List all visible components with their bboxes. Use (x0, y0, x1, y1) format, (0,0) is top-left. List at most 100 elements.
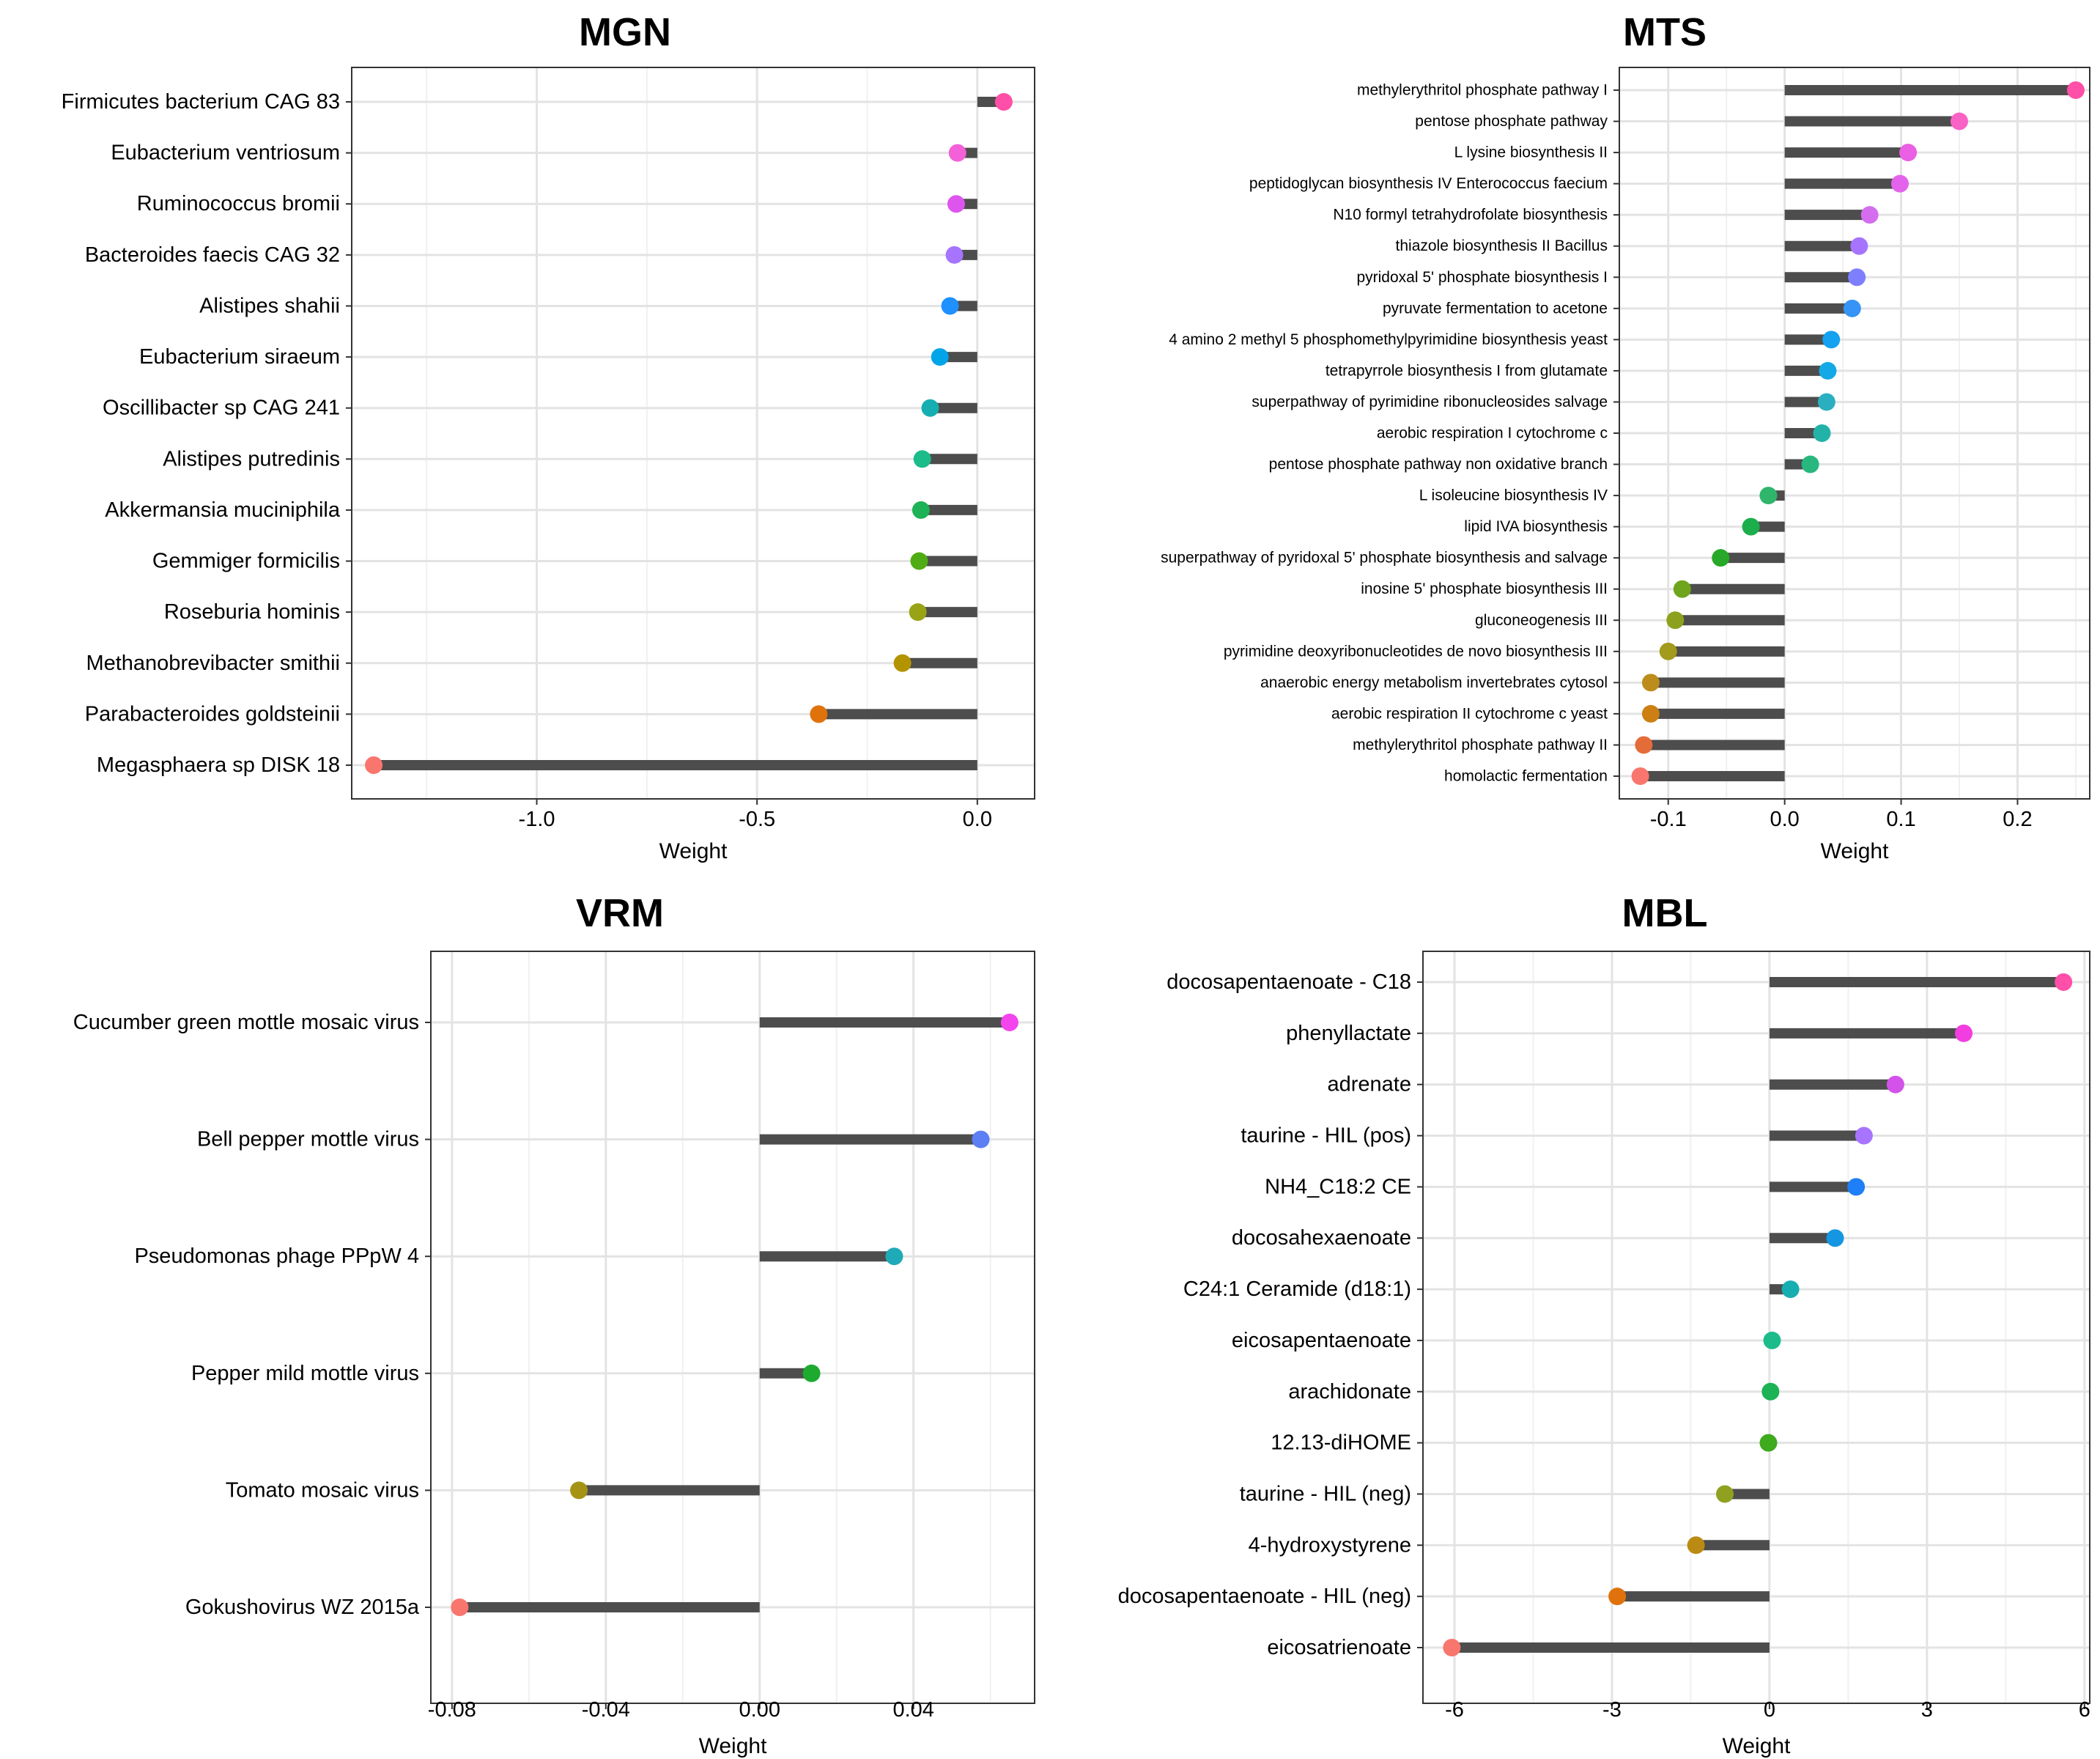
y-tick-label: methylerythritol phosphate pathway I (1357, 82, 1608, 99)
lollipop-point (2055, 973, 2073, 991)
lollipop-point (1899, 144, 1918, 162)
lollipop-point (948, 144, 966, 162)
lollipop-point (1955, 1024, 1973, 1042)
x-tick-label: -1.0 (519, 808, 555, 831)
y-tick-label: Cucumber green mottle mosaic virus (73, 1011, 419, 1034)
y-tick-label: aerobic respiration I cytochrome c (1377, 425, 1608, 442)
lollipop-point (1826, 1229, 1844, 1247)
x-axis-title: Weight (1821, 839, 1889, 863)
lollipop-point (909, 603, 927, 622)
lollipop-point (1608, 1587, 1627, 1606)
lollipop-point (1673, 580, 1691, 598)
x-tick-label: 0.0 (1770, 808, 1799, 831)
y-tick-label: homolactic fermentation (1444, 768, 1608, 785)
lollipop-point (913, 450, 931, 468)
x-tick-label: 3 (1921, 1698, 1933, 1722)
lollipop-point (1641, 674, 1660, 692)
y-tick-label: Methanobrevibacter smithii (86, 652, 340, 675)
lollipop-point (1781, 1280, 1800, 1299)
lollipop-point (912, 501, 930, 519)
lollipop-point (1659, 642, 1677, 660)
y-tick-label: methylerythritol phosphate pathway II (1353, 737, 1608, 753)
lollipop-point (1759, 487, 1778, 505)
lollipop-point (1666, 611, 1685, 630)
plot-background (1423, 951, 2090, 1703)
chart-panel-mgn: Firmicutes bacterium CAG 83 Eubacterium v… (62, 10, 1035, 863)
y-tick-label: C24:1 Ceramide (d18:1) (1183, 1277, 1411, 1301)
y-tick-label: eicosapentaenoate (1232, 1329, 1411, 1352)
lollipop-point (1822, 331, 1841, 349)
chart-panel-vrm: Cucumber green mottle mosaic virus Bell p… (73, 891, 1035, 1758)
lollipop-point (1890, 174, 1909, 193)
lollipop-point (931, 348, 949, 366)
y-tick-label: N10 formyl tetrahydrofolate biosynthesis (1333, 207, 1608, 224)
y-tick-label: docosahexaenoate (1232, 1226, 1411, 1250)
lollipop-point (2066, 81, 2085, 99)
lollipop-point (1716, 1485, 1734, 1503)
y-tick-label: Gokushovirus WZ 2015a (185, 1596, 420, 1619)
y-tick-label: Alistipes shahii (199, 294, 340, 317)
lollipop-point (994, 93, 1013, 111)
y-tick-label: Pepper mild mottle virus (191, 1362, 419, 1385)
y-tick-label: 4 amino 2 methyl 5 phosphomethylpyrimidi… (1169, 331, 1608, 348)
y-tick-label: Gemmiger formicilis (152, 550, 340, 573)
lollipop-point (1631, 767, 1649, 785)
plot-border (430, 951, 1035, 1704)
lollipop-point (1855, 1126, 1873, 1145)
lollipop-point (1443, 1639, 1461, 1656)
x-axis-title: Weight (659, 839, 728, 863)
chart-panel-mts: methylerythritol phosphate pathway I pent… (1161, 10, 2090, 863)
y-tick-label: Pseudomonas phage PPpW 4 (134, 1244, 419, 1268)
lollipop-point (972, 1130, 990, 1148)
x-tick-label: -0.1 (1650, 808, 1687, 831)
x-tick-label: -0.04 (582, 1698, 630, 1722)
lollipop-point (945, 246, 964, 264)
lollipop-point (1759, 1434, 1778, 1452)
y-tick-label: taurine - HIL (pos) (1241, 1124, 1411, 1148)
y-tick-label: Oscillibacter sp CAG 241 (103, 397, 340, 420)
y-tick-label: thiazole biosynthesis II Bacillus (1396, 237, 1608, 254)
x-axis-title: Weight (699, 1734, 767, 1758)
y-tick-label: eicosatrienoate (1267, 1636, 1411, 1659)
lollipop-point (910, 552, 928, 570)
lollipop-point (810, 705, 828, 723)
lollipop-point (941, 297, 959, 315)
panel-title: VRM (576, 891, 664, 935)
lollipop-point (1761, 1382, 1780, 1401)
y-tick-label: inosine 5' phosphate biosynthesis III (1361, 580, 1608, 597)
lollipop-point (1847, 1178, 1866, 1196)
lollipop-point (1848, 268, 1866, 287)
y-tick-label: Tomato mosaic virus (226, 1478, 419, 1502)
lollipop-point (893, 654, 912, 672)
y-tick-label: L isoleucine biosynthesis IV (1419, 487, 1608, 504)
x-tick-label: -0.5 (739, 808, 775, 831)
y-tick-label: pentose phosphate pathway (1415, 113, 1608, 130)
y-tick-label: 4-hydroxystyrene (1249, 1533, 1411, 1557)
y-tick-label: anaerobic energy metabolism invertebrate… (1260, 674, 1608, 691)
lollipop-point (1801, 455, 1819, 473)
lollipop-point (365, 756, 383, 774)
x-tick-label: -0.08 (428, 1698, 476, 1722)
y-tick-label: phenyllactate (1286, 1022, 1411, 1045)
lollipop-point (921, 399, 939, 417)
plot-background (431, 951, 1035, 1703)
y-tick-label: Alistipes putredinis (163, 447, 340, 471)
lollipop-point (1819, 361, 1837, 380)
y-tick-label: Ruminococcus bromii (137, 192, 340, 215)
x-axis-title: Weight (1723, 1734, 1791, 1758)
lollipop-point (1000, 1014, 1018, 1031)
y-tick-label: arachidonate (1288, 1380, 1411, 1404)
lollipop-point (1742, 517, 1760, 536)
y-tick-label: pyruvate fermentation to acetone (1383, 300, 1608, 317)
y-tick-label: 12.13-diHOME (1271, 1431, 1411, 1455)
y-tick-label: Bell pepper mottle virus (197, 1128, 419, 1151)
x-tick-label: 0.00 (739, 1698, 780, 1722)
y-tick-label: docosapentaenoate - C18 (1167, 970, 1411, 994)
lollipop-point (1712, 549, 1730, 567)
y-tick-label: taurine - HIL (neg) (1240, 1482, 1411, 1505)
lollipop-point (885, 1247, 903, 1266)
y-tick-label: superpathway of pyrimidine ribonucleosid… (1252, 394, 1608, 410)
lollipop-point (947, 195, 965, 213)
y-tick-label: peptidoglycan biosynthesis IV Enterococc… (1249, 175, 1608, 192)
